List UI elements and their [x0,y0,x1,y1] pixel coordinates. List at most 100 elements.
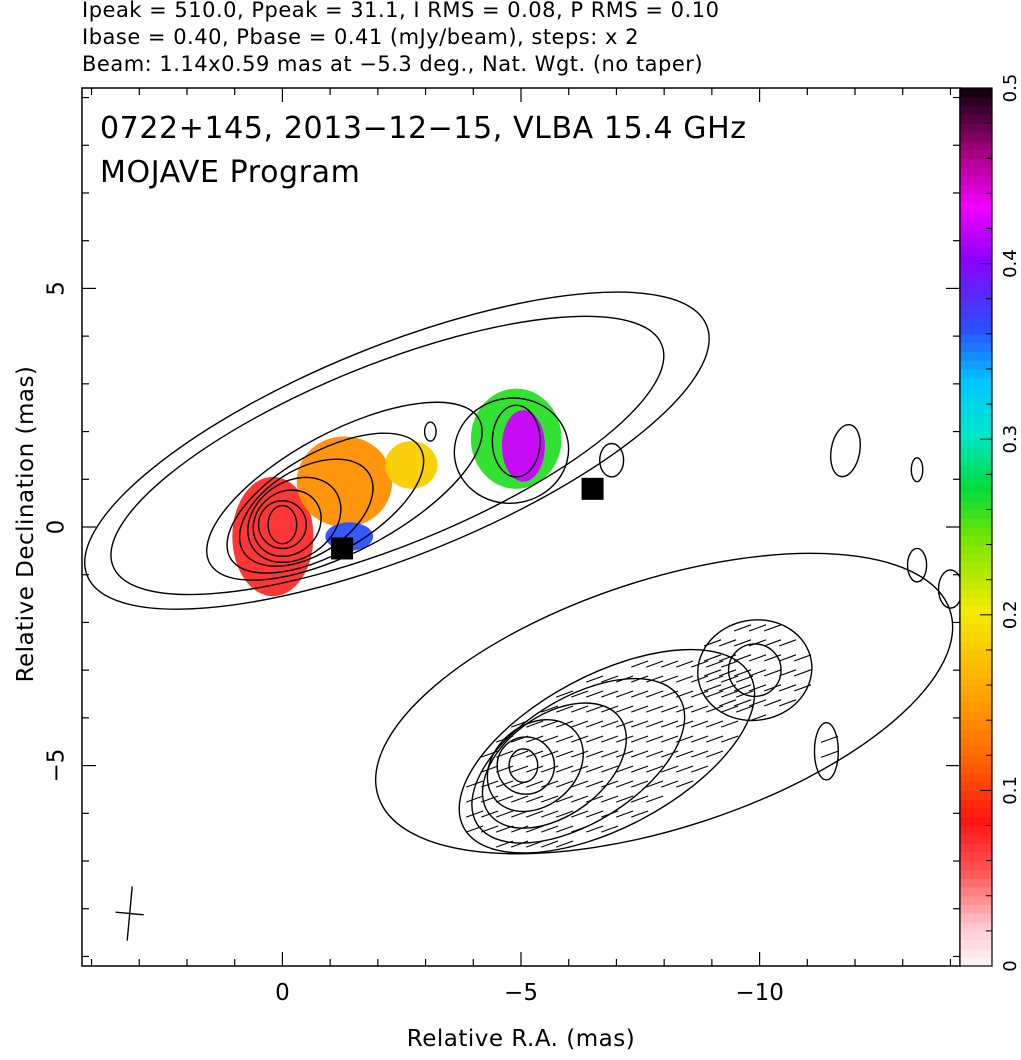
evpa-tick-161 [736,705,754,713]
x-tick-label: −5 [504,980,538,1006]
evpa-tick-152 [706,750,724,758]
evpa-tick-179 [748,654,767,662]
evpa-tick-71 [586,735,604,743]
saturated-pixel-1 [331,537,354,560]
evpa-tick-28 [526,735,544,743]
evpa-tick-25 [511,825,529,833]
evpa-tick-64 [571,795,589,803]
evpa-tick-83 [601,750,619,758]
colorbar-step [960,386,992,396]
colorbar-frame [959,87,993,967]
evpa-tick-185 [763,639,782,647]
evpa-tick-176 [733,699,752,707]
evpa-tick-132 [676,705,694,713]
colorbar-step [960,307,992,317]
contour-p0-8 [267,504,298,545]
evpa-tick-55 [556,825,574,833]
evpa-tick-114 [646,720,664,728]
colorbar-step [960,904,992,914]
colorbar-step [960,702,992,712]
header-beam-line: Beam: 1.14x0.59 mas at −5.3 deg., Nat. W… [82,52,704,76]
evpa-tick-14 [496,795,514,803]
evpa-tick-10 [496,735,514,743]
evpa-tick-70 [586,720,604,728]
colorbar-step [960,685,992,695]
evpa-tick-80 [601,705,619,713]
contour-layer [84,291,960,855]
evpa-tick-45 [541,840,559,848]
evpa-tick-155 [721,690,739,698]
colorbar-step [960,623,992,633]
evpa-tick-22 [511,780,529,788]
evpa-tick-88 [601,825,619,833]
colorbar-step [960,746,992,756]
evpa-tick-142 [691,720,709,728]
evpa-tick-62 [571,765,589,773]
evpa-vector-layer [466,624,839,848]
evpa-tick-36 [541,705,559,713]
colorbar-step [960,711,992,721]
colorbar-step [960,404,992,414]
evpa-tick-82 [601,735,619,743]
evpa-tick-136 [676,765,694,773]
contour-p0-1 [110,315,665,596]
evpa-tick-184 [763,624,782,632]
colorbar-step [960,465,992,475]
evpa-tick-68 [586,690,604,698]
colorbar-step [960,632,992,642]
colorbar-step [960,175,992,186]
evpa-tick-90 [616,690,634,698]
header-stats-line-2: Ibase = 0.40, Pbase = 0.41 (mJy/beam), s… [82,25,639,49]
evpa-tick-46 [556,690,574,698]
evpa-tick-98 [616,810,634,818]
evpa-tick-125 [661,735,679,743]
contour-p1-4 [486,719,584,813]
evpa-tick-121 [661,675,679,683]
colorbar-step [960,693,992,704]
evpa-tick-65 [571,810,589,818]
colorbar-tick-label: 0.5 [1000,74,1021,103]
evpa-tick-162 [703,639,722,647]
colorbar-step [960,614,992,625]
evpa-tick-19 [511,735,529,743]
contour-p0-0 [84,291,710,610]
evpa-tick-191 [778,654,797,662]
colorbar-step [960,772,992,783]
evpa-tick-87 [601,810,619,818]
evpa-tick-74 [586,780,604,788]
evpa-tick-128 [661,780,679,788]
evpa-tick-195 [793,654,812,662]
y-tick-label: 0 [44,520,70,535]
evpa-tick-149 [706,705,724,713]
colorbar-step [960,834,992,844]
colorbar-step [960,351,992,361]
evpa-tick-178 [748,639,767,647]
colorbar-step [960,878,992,888]
chart-title: 0722+145, 2013−12−15, VLBA 15.4 GHz [100,111,747,146]
contour-p0-15 [906,547,928,583]
colorbar-step [960,333,992,344]
evpa-tick-100 [631,675,649,683]
header-stats-line-1: Ipeak = 510.0, Ppeak = 31.1, I RMS = 0.0… [82,0,720,22]
evpa-tick-151 [706,735,724,743]
colorbar-step [960,869,992,879]
colorbar-step [960,957,992,967]
colorbar-step [960,553,992,563]
evpa-tick-158 [721,735,739,743]
colorbar-step [960,860,992,871]
evpa-tick-196 [793,669,812,677]
colorbar-step [960,421,992,432]
y-tick-label: 5 [44,281,70,296]
evpa-tick-177 [748,624,767,632]
evpa-tick-15 [496,810,514,818]
evpa-tick-75 [586,795,604,803]
contour-p0-10 [491,404,541,478]
evpa-tick-11 [496,750,514,758]
evpa-tick-166 [718,639,737,647]
evpa-tick-38 [541,735,559,743]
chart-subtitle: MOJAVE Program [100,155,361,190]
evpa-tick-145 [691,765,709,773]
axis-ticks [82,88,960,966]
evpa-tick-12 [496,765,514,773]
colorbar-step [960,123,992,133]
